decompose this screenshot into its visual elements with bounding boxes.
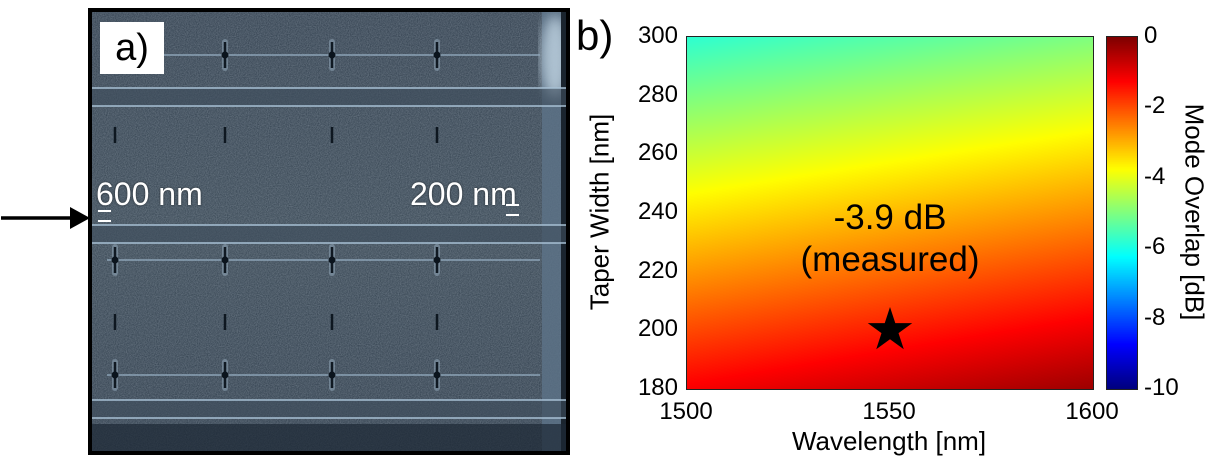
measured-marker-star: ★ [864, 297, 916, 363]
scale-label-600nm: 600 nm [96, 176, 203, 212]
colorbar-ticks: 0 -2 -4 -6 -8 -10 [1144, 22, 1179, 401]
colorbar [1106, 36, 1138, 390]
sem-taper-cross-row-bottom [107, 359, 540, 391]
panel-a-label: a) [100, 22, 164, 74]
panel-b-label: b) [576, 12, 614, 59]
sem-tick-row-lower [113, 314, 439, 330]
scale-bar-200nm [506, 204, 519, 216]
annotation-line1: -3.9 dB [833, 197, 947, 237]
x-axis-label: Wavelength [nm] [791, 426, 987, 456]
colorbar-canvas [1107, 37, 1137, 389]
panel-a-sem-image: a) 600 nm 200 nm [88, 8, 570, 455]
sem-micrograph [92, 12, 566, 451]
y-axis-ticks: 300 280 260 240 220 200 180 [637, 22, 678, 401]
heatmap-plot-area: -3.9 dB (measured) ★ [686, 36, 1094, 390]
mode-overlap-heatmap [687, 37, 1093, 389]
sem-waveguides [92, 87, 566, 419]
sem-tick-row-upper [113, 127, 439, 143]
x-axis-ticks: 1500 1550 1600 [659, 398, 1119, 425]
pointer-arrow-icon [1, 207, 90, 229]
sem-taper-cross-row-middle [107, 244, 540, 276]
colorbar-label: Mode Overlap [dB] [1179, 103, 1210, 321]
annotation-line2: (measured) [800, 239, 980, 279]
sem-bottom-shadow [92, 424, 566, 451]
y-axis-label: Taper Width [nm] [584, 113, 615, 311]
measured-annotation: -3.9 dB (measured) [801, 197, 980, 281]
scale-label-200nm: 200 nm [410, 176, 517, 212]
scale-bar-600nm [98, 210, 111, 222]
sem-taper-cross-row-top [132, 39, 540, 71]
